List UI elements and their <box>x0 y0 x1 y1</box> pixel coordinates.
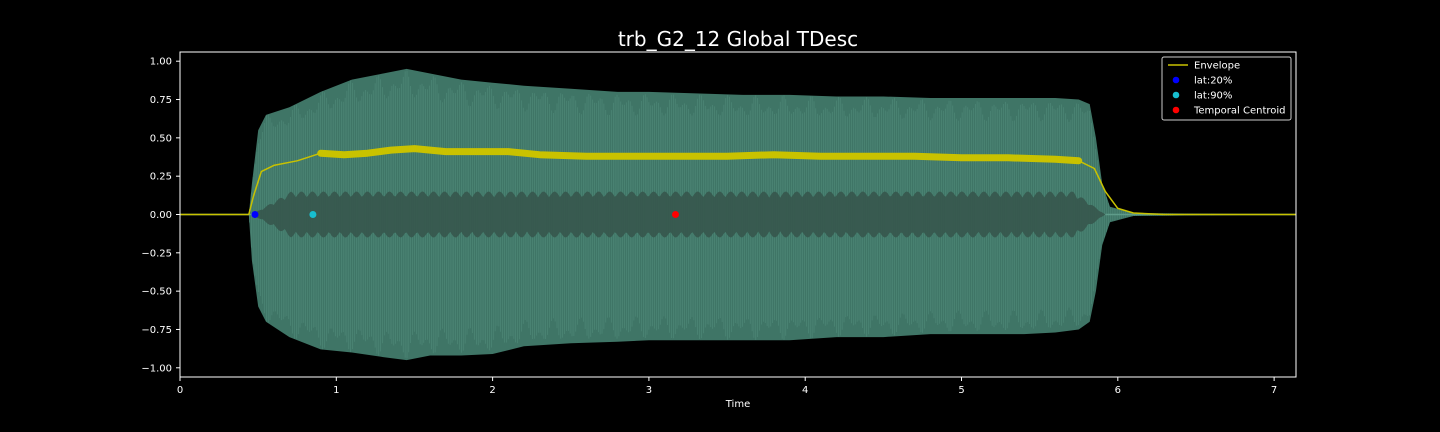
y-tick-label: 0.50 <box>150 133 172 144</box>
x-tick-label: 5 <box>958 385 964 396</box>
legend-entry: Envelope <box>1168 61 1240 72</box>
x-tick-label: 4 <box>802 385 808 396</box>
marker-temporal-centroid <box>672 211 679 218</box>
y-tick-label: 0.25 <box>150 172 172 183</box>
marker-layer <box>251 211 679 218</box>
legend-label: Temporal Centroid <box>1193 106 1286 117</box>
legend-marker-swatch <box>1172 91 1180 99</box>
plot-area <box>180 68 1296 361</box>
y-tick-label: −0.25 <box>141 248 172 259</box>
x-axis-label: Time <box>725 399 750 410</box>
x-axis-ticks: 0 1 2 3 4 5 6 7 <box>177 377 1277 396</box>
legend-entry: lat:20% <box>1172 76 1232 87</box>
y-tick-label: 0.00 <box>150 210 172 221</box>
legend-box <box>1161 56 1292 121</box>
x-tick-label: 0 <box>177 385 183 396</box>
legend-entry: lat:90% <box>1172 91 1232 102</box>
envelope-line <box>317 145 1083 165</box>
x-tick-label: 6 <box>1115 385 1121 396</box>
marker-lat-20- <box>251 211 259 218</box>
legend-entries: Envelope lat:20% lat:90% Temporal Centroid <box>1168 61 1286 117</box>
x-tick-label: 7 <box>1271 385 1277 396</box>
legend-marker-swatch <box>1172 106 1180 114</box>
chart-title: trb_G2_12 Global TDesc <box>618 27 858 51</box>
waveform-layer <box>180 68 1296 361</box>
y-tick-label: 0.75 <box>150 95 172 106</box>
y-tick-label: −0.50 <box>141 287 172 298</box>
y-tick-label: −0.75 <box>141 325 172 336</box>
legend-entry: Temporal Centroid <box>1172 106 1286 117</box>
legend: Envelope lat:20% lat:90% Temporal Centroid <box>1161 56 1292 121</box>
legend-label: lat:90% <box>1194 91 1232 102</box>
marker-lat-90- <box>309 211 317 218</box>
x-tick-label: 3 <box>646 385 652 396</box>
y-tick-label: −1.00 <box>141 363 172 374</box>
y-tick-label: 1.00 <box>150 57 172 68</box>
y-axis-ticks: 1.00 0.75 0.50 0.25 0.00 −0.25 −0.50 −0.75 −1.00 <box>141 57 180 374</box>
x-tick-label: 2 <box>489 385 495 396</box>
envelope-layer <box>180 145 1296 216</box>
legend-label: lat:20% <box>1194 76 1232 87</box>
legend-label: Envelope <box>1194 61 1240 72</box>
legend-marker-swatch <box>1172 76 1180 84</box>
x-tick-label: 1 <box>333 385 339 396</box>
